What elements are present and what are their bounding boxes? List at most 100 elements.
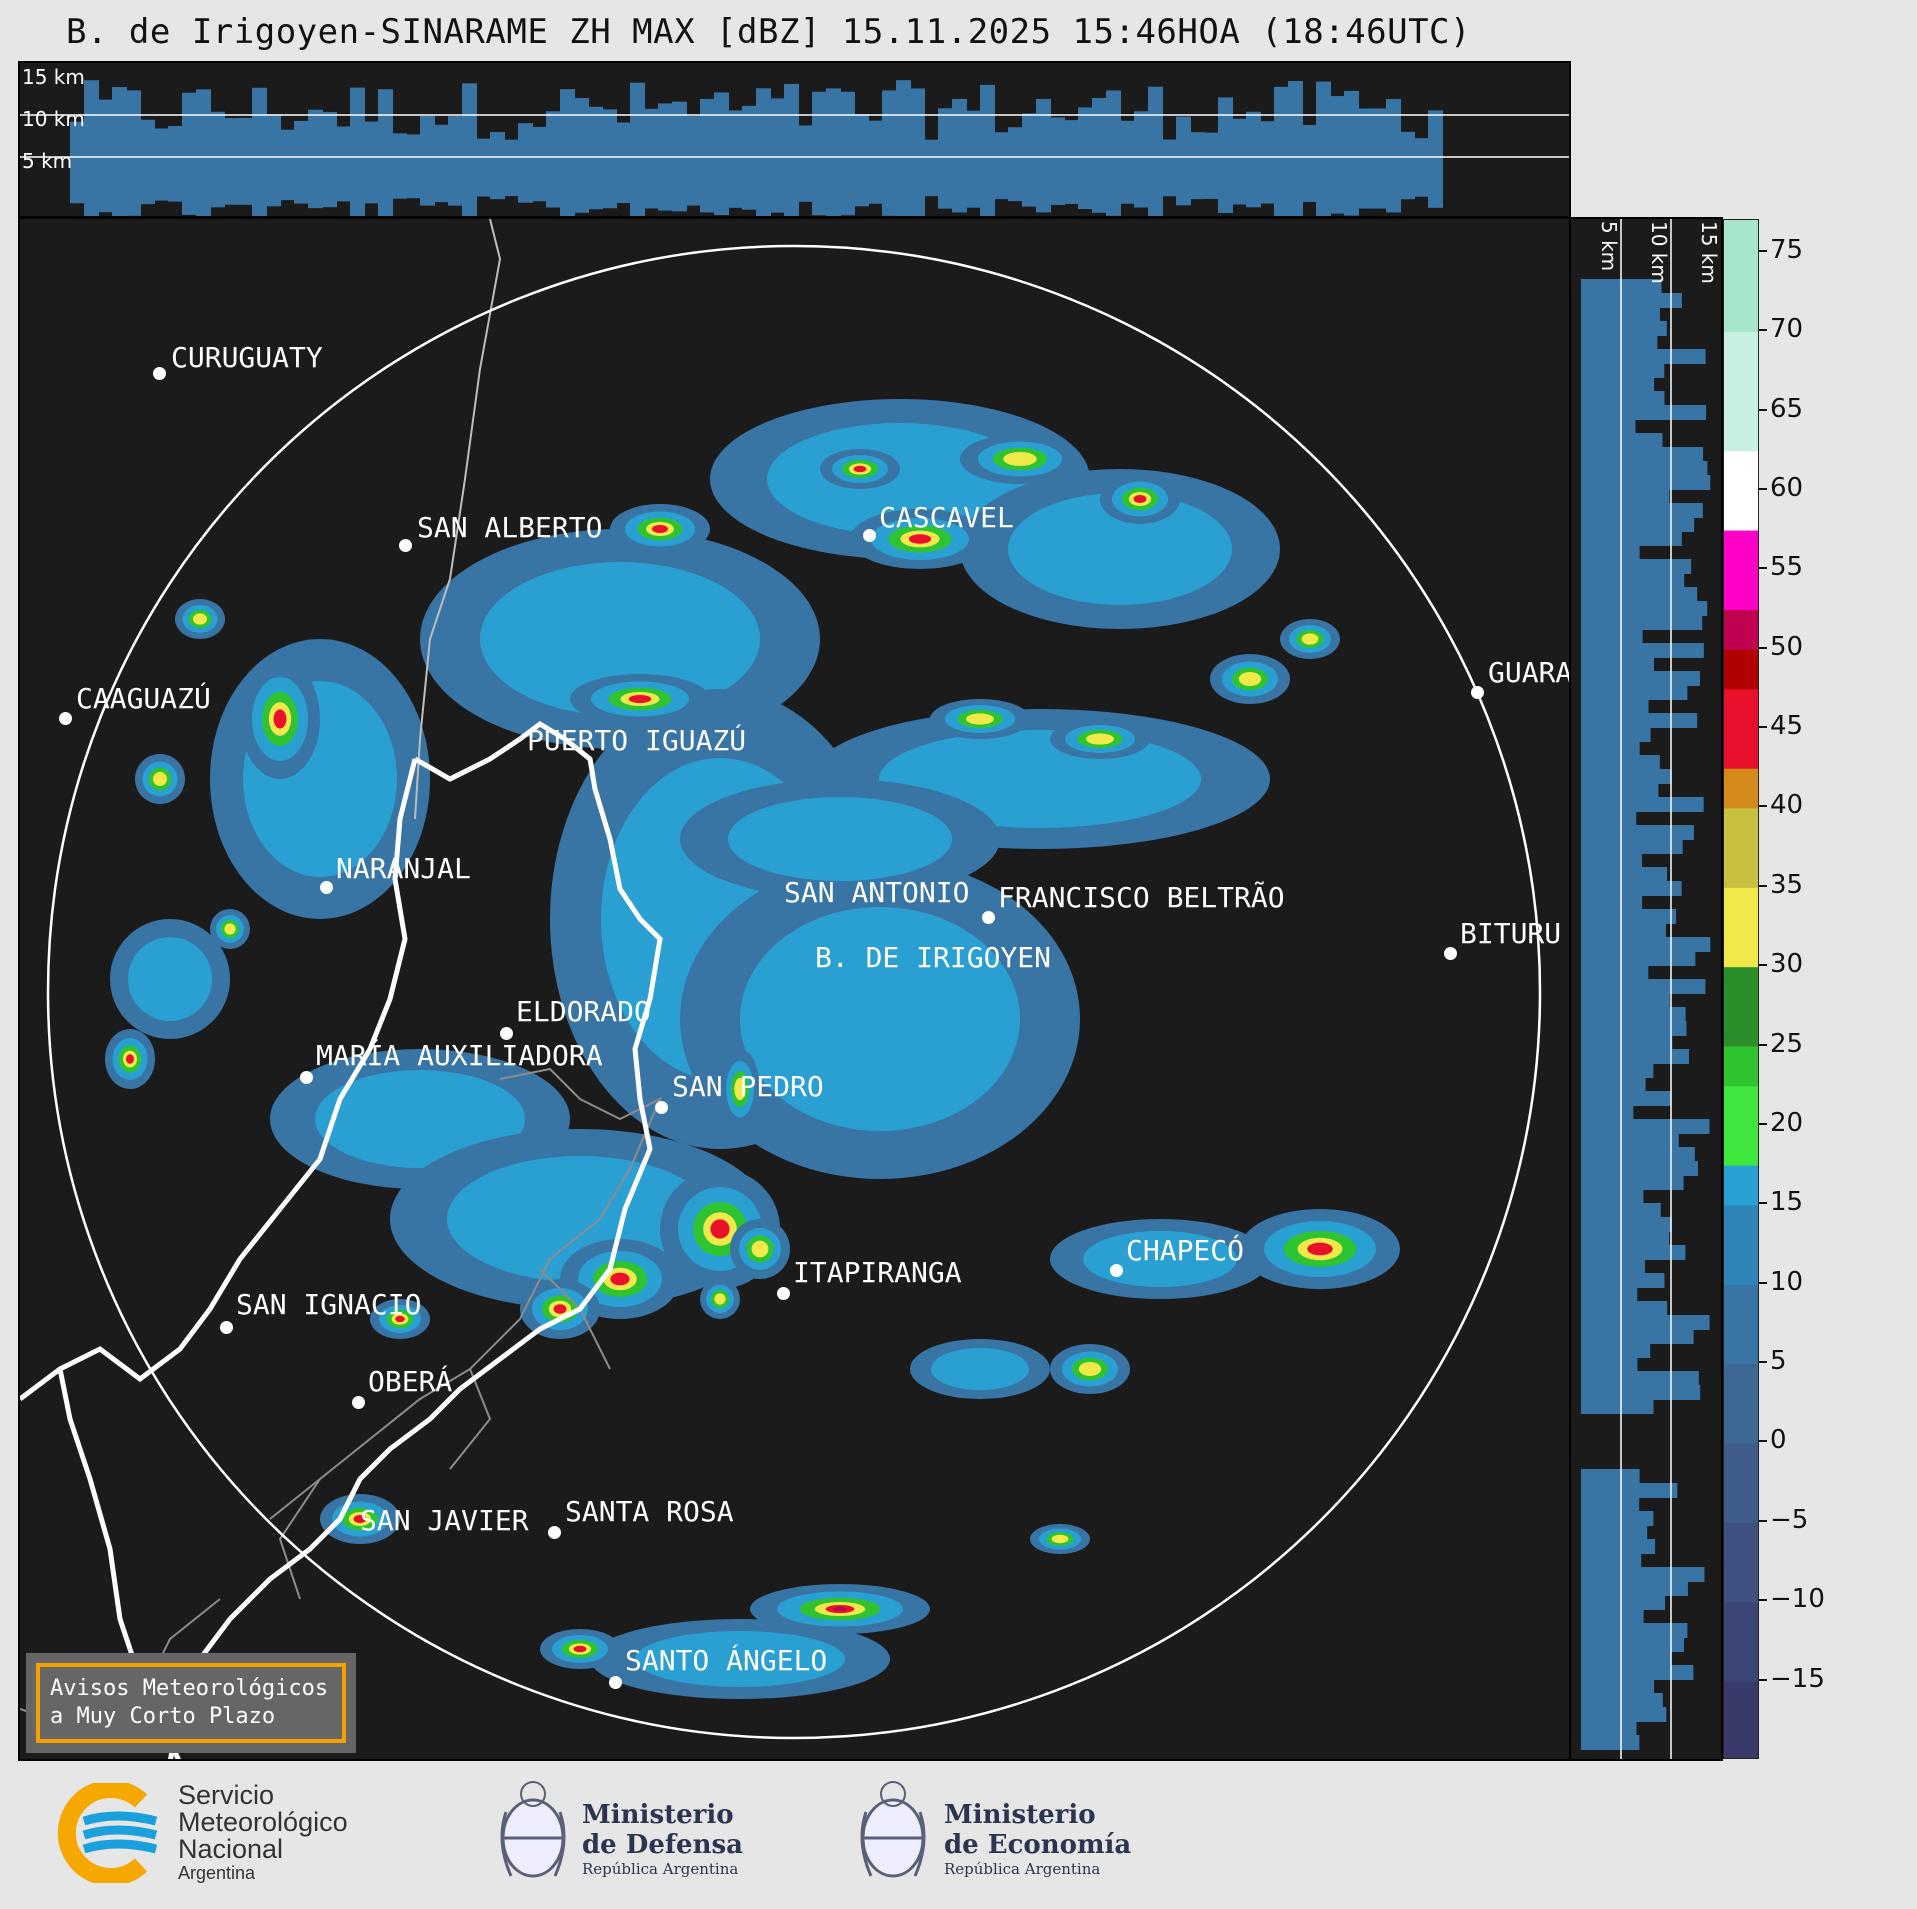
radar-echo bbox=[1307, 1242, 1333, 1256]
colorbar-segment bbox=[1724, 1402, 1758, 1444]
colorbar-segment bbox=[1724, 529, 1758, 571]
right-profile-echo bbox=[1581, 545, 1640, 560]
top-profile-echo bbox=[854, 114, 869, 207]
right-profile-echo bbox=[1581, 1161, 1698, 1176]
city-label-curuguaty: CURUGUATY bbox=[171, 341, 323, 374]
city-label-itapiranga: ITAPIRANGA bbox=[793, 1256, 962, 1289]
colorbar-tick-label: 20 bbox=[1770, 1107, 1804, 1138]
top-profile-echo bbox=[700, 98, 715, 213]
top-profile-echo bbox=[1050, 117, 1065, 206]
colorbar-tick-mark bbox=[1759, 964, 1767, 967]
city-label-san-ignacio: SAN IGNACIO bbox=[236, 1288, 422, 1321]
top-profile-echo bbox=[140, 119, 155, 205]
right-label-15km: 15 km bbox=[1697, 221, 1721, 284]
top-profile-echo bbox=[1106, 90, 1121, 216]
colorbar-tick-label: 30 bbox=[1770, 949, 1804, 980]
colorbar-segment bbox=[1724, 688, 1758, 730]
radar-echo bbox=[193, 613, 207, 625]
top-label-15km: 15 km bbox=[22, 65, 85, 89]
right-profile-echo bbox=[1581, 1063, 1654, 1078]
colorbar-tick-mark bbox=[1759, 884, 1767, 887]
top-profile-echo bbox=[1078, 107, 1093, 210]
brazil-argentina-border-thin bbox=[414, 219, 502, 820]
right-profile-echo bbox=[1581, 895, 1643, 910]
colorbar-tick-mark bbox=[1759, 646, 1767, 649]
colorbar-tick-label: 60 bbox=[1770, 472, 1804, 503]
right-profile-echo bbox=[1581, 1469, 1640, 1484]
colorbar-tick-mark bbox=[1759, 329, 1767, 332]
colorbar-segment bbox=[1724, 1680, 1758, 1722]
top-profile-echo bbox=[728, 110, 743, 208]
top-label-10km: 10 km bbox=[22, 107, 85, 131]
colorbar-segment bbox=[1724, 1363, 1758, 1404]
radar-map-canvas bbox=[20, 219, 1542, 1759]
right-profile-echo bbox=[1581, 993, 1670, 1008]
top-profile-echo bbox=[644, 108, 659, 209]
top-profile-echo bbox=[966, 110, 981, 208]
smn-logo-text: Servicio Meteorológico Nacional Argentin… bbox=[178, 1782, 348, 1884]
colorbar-tick-label: 25 bbox=[1770, 1028, 1804, 1059]
radar-echo bbox=[751, 1240, 769, 1258]
colorbar-tick-mark bbox=[1759, 1281, 1767, 1284]
economia-logo-text: Ministerio de Economía República Argenti… bbox=[944, 1800, 1131, 1878]
top-profile-echo bbox=[1218, 97, 1233, 214]
radar-echo bbox=[832, 1607, 848, 1611]
right-profile-echo bbox=[1581, 1105, 1634, 1120]
top-profile-echo bbox=[238, 117, 253, 205]
right-profile-echo bbox=[1581, 741, 1640, 756]
top-profile-echo bbox=[154, 128, 169, 201]
colorbar-segment bbox=[1724, 370, 1758, 412]
top-profile-echo bbox=[350, 87, 365, 216]
colorbar-tick-label: 40 bbox=[1770, 790, 1804, 821]
right-profile-echo bbox=[1581, 1273, 1665, 1288]
right-profile-echo bbox=[1581, 951, 1696, 966]
right-profile-echo bbox=[1581, 1567, 1705, 1582]
right-profile-echo bbox=[1581, 559, 1692, 574]
top-profile-echo bbox=[1204, 132, 1219, 199]
city-label-caaguazu: CAAGUAZÚ bbox=[76, 682, 211, 715]
top-profile-echo bbox=[840, 91, 855, 216]
radar-echo bbox=[1003, 452, 1037, 466]
right-profile-echo bbox=[1581, 1679, 1655, 1694]
colorbar-segment bbox=[1724, 1601, 1758, 1642]
top-profile-echo bbox=[910, 88, 925, 216]
top-profile-echo bbox=[1330, 96, 1345, 214]
colorbar-segment bbox=[1724, 728, 1758, 769]
radar-echo bbox=[714, 1293, 726, 1305]
smn-line2: Meteorológico bbox=[178, 1807, 348, 1837]
top-profile-echo bbox=[1232, 118, 1247, 205]
top-profile-echo bbox=[742, 105, 757, 210]
top-profile-echo bbox=[168, 125, 183, 202]
radar-echoes bbox=[105, 399, 1400, 1699]
top-label-5km: 5 km bbox=[22, 149, 73, 173]
top-profile-echo bbox=[210, 111, 225, 208]
top-profile-echo bbox=[616, 122, 631, 204]
city-label-eldorado: ELDORADO bbox=[516, 995, 651, 1028]
colorbar-tick-mark bbox=[1759, 1043, 1767, 1046]
avisos-frame[interactable]: Avisos Meteorológicos a Muy Corto Plazo bbox=[36, 1663, 346, 1743]
right-profile-echo bbox=[1581, 349, 1706, 364]
top-profile-echo bbox=[1148, 86, 1163, 216]
economia-line1: Ministerio bbox=[944, 1800, 1096, 1830]
right-profile-echo bbox=[1581, 601, 1708, 616]
right-profile-echo bbox=[1581, 293, 1682, 308]
right-profile-echo bbox=[1581, 1371, 1699, 1386]
colorbar-tick-mark bbox=[1759, 408, 1767, 411]
colorbar-segment bbox=[1724, 608, 1758, 650]
colorbar-segment bbox=[1724, 1323, 1758, 1365]
right-profile-echo bbox=[1581, 811, 1637, 826]
top-profile-echo bbox=[532, 126, 547, 202]
top-profile-echo bbox=[1092, 97, 1107, 213]
radar-echo bbox=[734, 1077, 746, 1101]
right-profile-echo bbox=[1581, 1315, 1710, 1330]
radar-echo bbox=[931, 1348, 1029, 1390]
colorbar-tick-mark bbox=[1759, 567, 1767, 570]
top-profile-echo bbox=[756, 88, 771, 216]
top-profile-echo bbox=[1246, 111, 1261, 208]
colorbar-tick-label: −10 bbox=[1770, 1584, 1825, 1615]
radar-echo bbox=[1051, 1534, 1069, 1544]
city-label-san-antonio: SAN ANTONIO bbox=[784, 876, 970, 909]
avisos-box[interactable]: Avisos Meteorológicos a Muy Corto Plazo bbox=[26, 1653, 356, 1753]
colorbar-tick-label: 0 bbox=[1770, 1425, 1787, 1456]
top-profile-echo bbox=[490, 132, 505, 200]
